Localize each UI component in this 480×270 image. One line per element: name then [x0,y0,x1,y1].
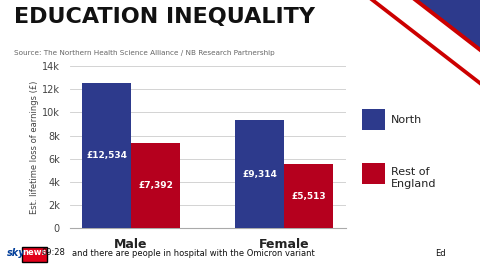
Text: Source: The Northern Health Science Alliance / NB Research Partnership: Source: The Northern Health Science Alli… [14,50,275,56]
Polygon shape [419,0,480,48]
Polygon shape [380,0,480,77]
Y-axis label: Est. lifetime loss of earnings (£): Est. lifetime loss of earnings (£) [30,80,39,214]
Bar [235,120,284,228]
Text: £12,534: £12,534 [86,151,127,160]
FancyBboxPatch shape [22,247,47,262]
Polygon shape [370,0,480,86]
Text: Rest of
England: Rest of England [391,167,437,189]
Text: North: North [391,115,422,125]
Text: EDUCATION INEQUALITY: EDUCATION INEQUALITY [14,7,315,27]
Text: sky: sky [7,248,25,258]
Text: 09:28: 09:28 [42,248,66,257]
Polygon shape [421,0,480,45]
Bar [131,143,180,228]
Text: £5,513: £5,513 [291,192,326,201]
Text: Ed: Ed [435,249,445,258]
Text: £7,392: £7,392 [138,181,173,190]
Text: news: news [22,248,47,257]
Bar [284,164,333,228]
Polygon shape [375,0,480,81]
Text: £9,314: £9,314 [242,170,277,179]
Bar [82,83,131,228]
Text: BREAKING NEWS: BREAKING NEWS [347,249,433,258]
Text: and there are people in hospital with the Omicron variant: and there are people in hospital with th… [72,249,315,258]
